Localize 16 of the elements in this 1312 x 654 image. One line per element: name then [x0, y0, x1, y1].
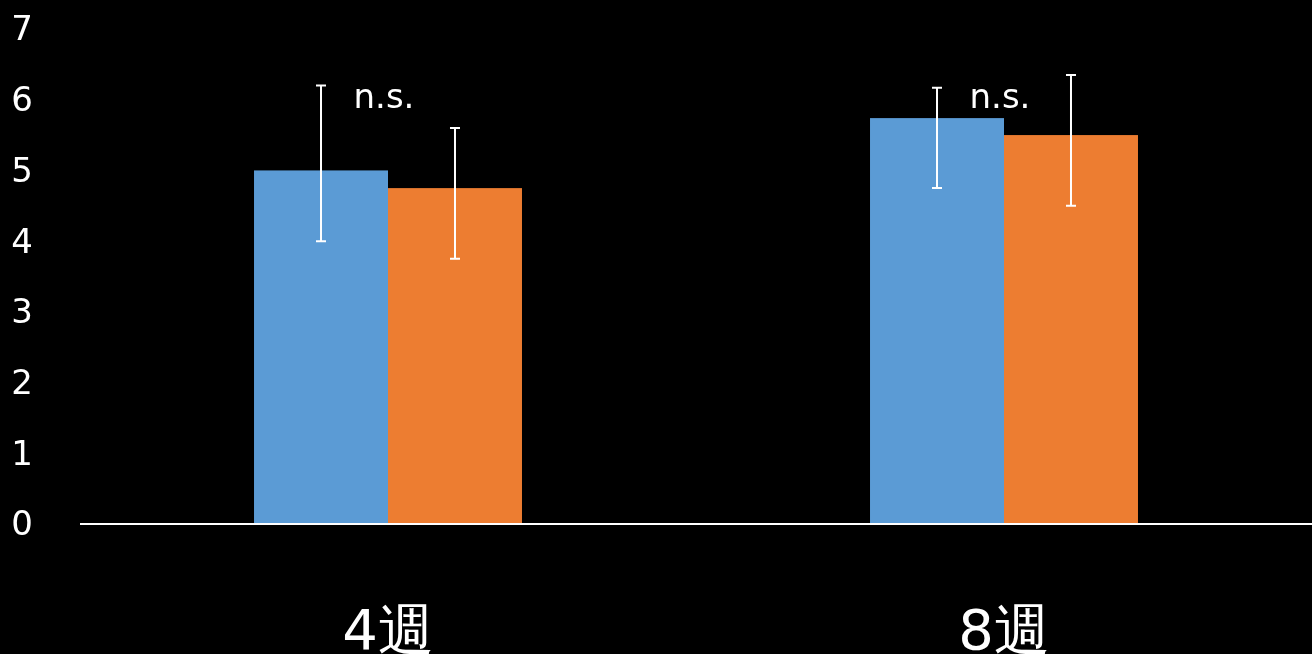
bar: [388, 188, 522, 524]
y-tick-label: 0: [11, 503, 33, 544]
y-tick-label: 5: [11, 149, 33, 190]
y-tick-label: 6: [11, 79, 33, 120]
x-tick-label: 8週: [958, 597, 1050, 654]
annotation: n.s.: [969, 76, 1031, 116]
annotation: n.s.: [353, 76, 415, 116]
y-tick-label: 3: [11, 291, 33, 332]
y-tick-label: 2: [11, 361, 33, 402]
x-tick-label: 4週: [342, 597, 434, 654]
bar: [254, 170, 388, 524]
bar: [1004, 135, 1138, 524]
y-tick-label: 4: [11, 220, 33, 261]
y-tick-label: 1: [11, 432, 33, 473]
bar: [870, 118, 1004, 524]
y-tick-label: 7: [11, 8, 33, 49]
